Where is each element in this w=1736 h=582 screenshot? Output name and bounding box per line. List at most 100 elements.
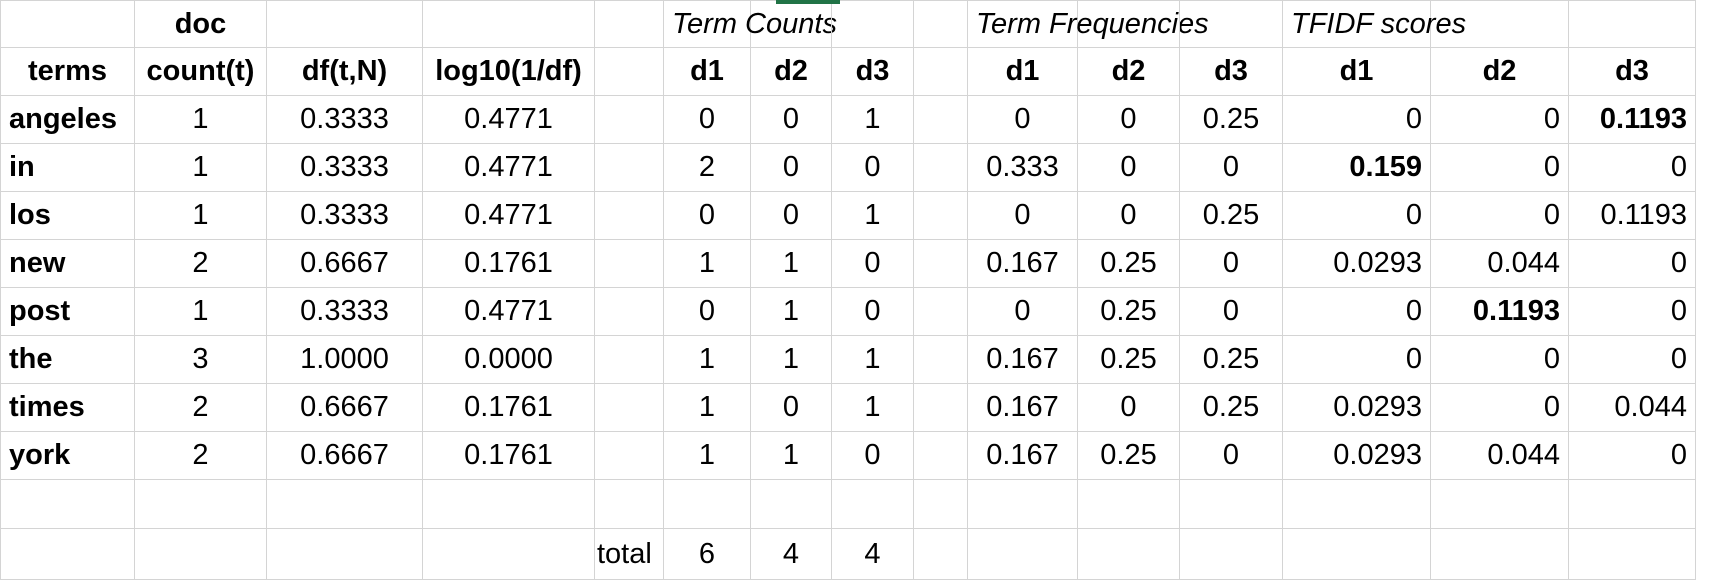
header-cell-tc-d1[interactable]: Term Counts [664,0,837,48]
total-value-cell[interactable] [267,529,423,580]
value-cell-doc-count[interactable]: 1 [135,144,267,192]
empty-cell[interactable] [832,480,914,529]
total-value-cell[interactable] [914,529,968,580]
empty-cell[interactable] [664,480,751,529]
value-cell-df[interactable]: 0.3333 [267,96,423,144]
column-header-log-idf[interactable]: log10(1/df) [423,48,595,96]
total-value-cell[interactable] [968,529,1078,580]
value-cell-tfidf-d1[interactable]: 0.159 [1283,144,1431,192]
header-cell-tfidf-d3[interactable] [1569,0,1696,48]
value-cell-tfidf-d2[interactable]: 0.1193 [1431,288,1569,336]
value-cell-df[interactable]: 0.6667 [267,240,423,288]
value-cell-tf-d3[interactable]: 0 [1180,432,1283,480]
value-cell-spacer[interactable] [595,192,664,240]
value-cell-doc-count[interactable]: 1 [135,288,267,336]
total-value-cell[interactable] [1180,529,1283,580]
total-value-cell[interactable] [1283,529,1431,580]
value-cell-tf-d2[interactable]: 0.25 [1078,288,1180,336]
value-cell-spacer2[interactable] [914,384,968,432]
column-header-spacer2[interactable] [914,48,968,96]
value-cell-tfidf-d1[interactable]: 0.0293 [1283,432,1431,480]
value-cell-spacer2[interactable] [914,288,968,336]
column-header-doc-count[interactable]: count(t) [135,48,267,96]
value-cell-tc-d2[interactable]: 1 [751,336,832,384]
column-header-spacer[interactable] [595,48,664,96]
value-cell-spacer2[interactable] [914,144,968,192]
value-cell-tc-d3[interactable]: 0 [832,144,914,192]
value-cell-tf-d3[interactable]: 0.25 [1180,384,1283,432]
empty-cell[interactable] [595,480,664,529]
value-cell-tc-d2[interactable]: 0 [751,192,832,240]
header-cell-tf-d2[interactable] [1078,0,1180,48]
total-value-cell[interactable] [1569,529,1696,580]
term-label-cell[interactable]: angeles [0,96,135,144]
value-cell-tfidf-d3[interactable]: 0 [1569,240,1696,288]
value-cell-tc-d3[interactable]: 1 [832,192,914,240]
value-cell-tfidf-d3[interactable]: 0 [1569,144,1696,192]
value-cell-df[interactable]: 0.3333 [267,144,423,192]
column-header-terms[interactable]: terms [0,48,135,96]
value-cell-log-idf[interactable]: 0.4771 [423,288,595,336]
value-cell-tfidf-d2[interactable]: 0.044 [1431,432,1569,480]
total-value-cell[interactable] [423,529,595,580]
header-cell-tf-d1[interactable]: Term Frequencies [968,0,1209,48]
value-cell-tc-d2[interactable]: 0 [751,144,832,192]
value-cell-spacer[interactable] [595,240,664,288]
value-cell-log-idf[interactable]: 0.4771 [423,192,595,240]
term-label-cell[interactable]: new [0,240,135,288]
value-cell-df[interactable]: 0.6667 [267,384,423,432]
header-cell-log-idf[interactable] [423,0,595,48]
value-cell-tfidf-d1[interactable]: 0 [1283,96,1431,144]
value-cell-log-idf[interactable]: 0.1761 [423,240,595,288]
total-label-cell[interactable]: total [595,529,664,580]
value-cell-tf-d1[interactable]: 0.167 [968,336,1078,384]
value-cell-tfidf-d3[interactable]: 0.1193 [1569,96,1696,144]
value-cell-tfidf-d3[interactable]: 0.044 [1569,384,1696,432]
column-header-tc-d1[interactable]: d1 [664,48,751,96]
value-cell-tf-d1[interactable]: 0.167 [968,240,1078,288]
header-cell-doc-count[interactable]: doc [135,0,267,48]
value-cell-tfidf-d2[interactable]: 0 [1431,96,1569,144]
total-value-cell[interactable] [135,529,267,580]
empty-cell[interactable] [914,480,968,529]
empty-cell[interactable] [1431,480,1569,529]
value-cell-tc-d2[interactable]: 0 [751,384,832,432]
column-header-df[interactable]: df(t,N) [267,48,423,96]
value-cell-tfidf-d2[interactable]: 0 [1431,384,1569,432]
total-value-cell[interactable] [0,529,135,580]
value-cell-spacer2[interactable] [914,336,968,384]
value-cell-tc-d3[interactable]: 0 [832,288,914,336]
value-cell-tf-d1[interactable]: 0.167 [968,432,1078,480]
total-value-cell[interactable] [1431,529,1569,580]
value-cell-tfidf-d1[interactable]: 0 [1283,192,1431,240]
value-cell-tc-d1[interactable]: 0 [664,288,751,336]
value-cell-spacer2[interactable] [914,240,968,288]
value-cell-tc-d1[interactable]: 0 [664,96,751,144]
empty-cell[interactable] [267,480,423,529]
value-cell-tfidf-d3[interactable]: 0.1193 [1569,192,1696,240]
term-label-cell[interactable]: times [0,384,135,432]
value-cell-tc-d1[interactable]: 1 [664,240,751,288]
value-cell-spacer[interactable] [595,432,664,480]
value-cell-doc-count[interactable]: 1 [135,192,267,240]
header-cell-terms[interactable] [0,0,135,48]
value-cell-doc-count[interactable]: 1 [135,96,267,144]
value-cell-tc-d1[interactable]: 0 [664,192,751,240]
header-cell-tfidf-d1[interactable]: TFIDF scores [1283,0,1466,48]
term-label-cell[interactable]: the [0,336,135,384]
term-label-cell[interactable]: post [0,288,135,336]
value-cell-tfidf-d3[interactable]: 0 [1569,336,1696,384]
value-cell-tc-d2[interactable]: 1 [751,240,832,288]
value-cell-tfidf-d2[interactable]: 0 [1431,336,1569,384]
empty-cell[interactable] [423,480,595,529]
column-header-tc-d3[interactable]: d3 [832,48,914,96]
value-cell-tf-d2[interactable]: 0 [1078,192,1180,240]
value-cell-tc-d1[interactable]: 1 [664,384,751,432]
header-cell-tfidf-d2[interactable] [1431,0,1569,48]
column-header-tf-d3[interactable]: d3 [1180,48,1283,96]
value-cell-spacer2[interactable] [914,432,968,480]
value-cell-df[interactable]: 0.3333 [267,288,423,336]
value-cell-log-idf[interactable]: 0.4771 [423,144,595,192]
value-cell-tfidf-d3[interactable]: 0 [1569,288,1696,336]
term-label-cell[interactable]: in [0,144,135,192]
